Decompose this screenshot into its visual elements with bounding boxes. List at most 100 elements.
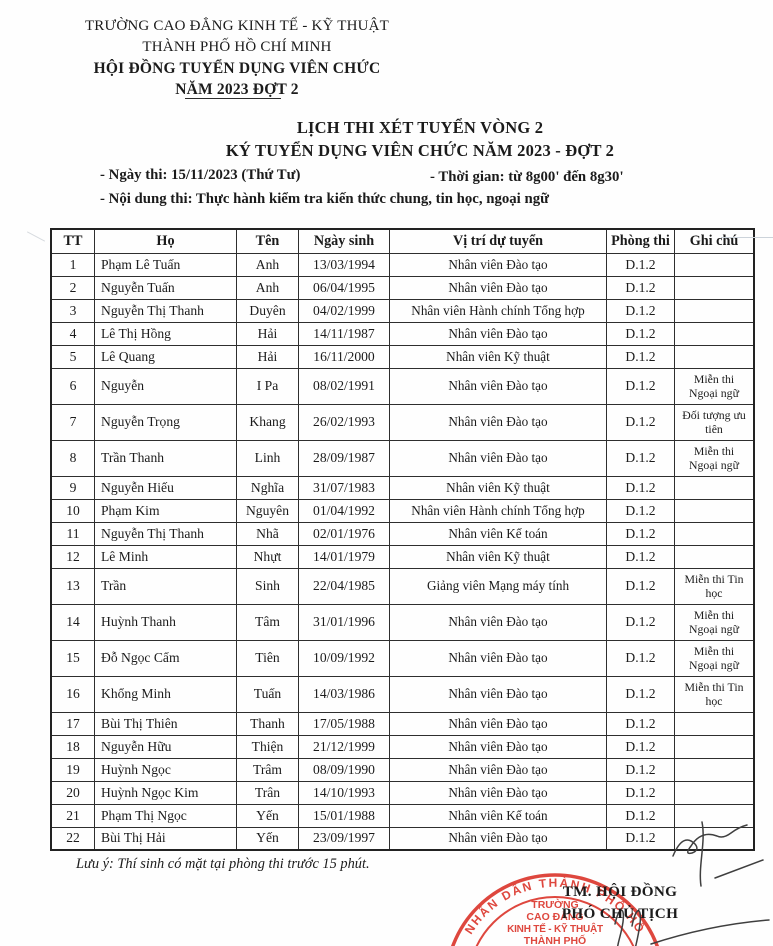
- sign-line1: TM. HỘI ĐỒNG: [562, 883, 678, 900]
- cell-vi_tri: Nhân viên Đào tạo: [389, 321, 607, 346]
- cell-tt: 18: [50, 734, 95, 759]
- cell-ten: Trân: [236, 780, 299, 805]
- council-name: HỘI ĐỒNG TUYỂN DỤNG VIÊN CHỨC: [93, 60, 381, 77]
- col-header: Ngày sinh: [298, 228, 390, 254]
- cell-ghi_chu: [674, 252, 755, 277]
- scan-artifact-line: [26, 231, 46, 242]
- cell-ghi_chu: [674, 275, 755, 300]
- cell-ho: Nguyễn: [94, 367, 237, 405]
- cell-ghi_chu: Miễn thi Tin học: [674, 675, 755, 713]
- cell-tt: 20: [50, 780, 95, 805]
- col-header: Ghi chú: [674, 228, 755, 254]
- title-line2: KÝ TUYỂN DỤNG VIÊN CHỨC NĂM 2023 - ĐỢT 2: [225, 141, 615, 160]
- cell-phong_thi: D.1.2: [606, 603, 675, 641]
- cell-ngay_sinh: 08/09/1990: [298, 757, 390, 782]
- table-row: 17 Bùi Thị Thiên Thanh 17/05/1988 Nhân viên …: [50, 711, 755, 736]
- cell-ten: Duyên: [236, 298, 299, 323]
- cell-ten: Tuấn: [236, 675, 299, 713]
- cell-vi_tri: Nhân viên Hành chính Tổng hợp: [389, 498, 607, 523]
- cell-tt: 19: [50, 757, 95, 782]
- table-row: 11 Nguyễn Thị Thanh Nhã 02/01/1976 Nhân viên…: [50, 521, 755, 546]
- cell-ghi_chu: [674, 826, 755, 851]
- cell-ho: Huỳnh Ngọc Kim: [94, 780, 237, 805]
- cell-phong_thi: D.1.2: [606, 803, 675, 828]
- cell-ghi_chu: Miễn thi Tin học: [674, 567, 755, 605]
- cell-ho: Nguyễn Hữu: [94, 734, 237, 759]
- footer-note: Lưu ý: Thí sinh có mặt tại phòng thi trư…: [76, 856, 370, 872]
- cell-ho: Nguyễn Thị Thanh: [94, 298, 237, 323]
- cell-vi_tri: Giảng viên Mạng máy tính: [389, 567, 607, 605]
- table-row: 1 Phạm Lê Tuấn Anh 13/03/1994 Nhân viên Đào …: [50, 252, 755, 277]
- cell-ten: Thiện: [236, 734, 299, 759]
- cell-phong_thi: D.1.2: [606, 711, 675, 736]
- table-row: 21 Phạm Thị Ngọc Yến 15/01/1988 Nhân viên Kế…: [50, 803, 755, 828]
- table-row: 13 Trần Sinh 22/04/1985 Giảng viên Mạng máy …: [50, 567, 755, 605]
- cell-phong_thi: D.1.2: [606, 521, 675, 546]
- cell-phong_thi: D.1.2: [606, 544, 675, 569]
- cell-tt: 3: [50, 298, 95, 323]
- table-row: 20 Huỳnh Ngọc Kim Trân 14/10/1993 Nhân viên …: [50, 780, 755, 805]
- stamp-center-line4: THÀNH PHỐ: [524, 933, 586, 946]
- cell-ghi_chu: [674, 521, 755, 546]
- cell-tt: 17: [50, 711, 95, 736]
- cell-vi_tri: Nhân viên Kỹ thuật: [389, 544, 607, 569]
- col-header: Vị trí dự tuyển: [389, 228, 607, 254]
- cell-vi_tri: Nhân viên Đào tạo: [389, 675, 607, 713]
- table-row: 7 Nguyễn Trọng Khang 26/02/1993 Nhân viên Đà…: [50, 403, 755, 441]
- table-row: 18 Nguyễn Hữu Thiện 21/12/1999 Nhân viên Đào…: [50, 734, 755, 759]
- cell-ghi_chu: Đối tượng ưu tiên: [674, 403, 755, 441]
- cell-ngay_sinh: 23/09/1997: [298, 826, 390, 851]
- cell-ho: Nguyễn Tuấn: [94, 275, 237, 300]
- cell-ho: Huỳnh Ngọc: [94, 757, 237, 782]
- cell-ten: Anh: [236, 252, 299, 277]
- cell-phong_thi: D.1.2: [606, 780, 675, 805]
- cell-ghi_chu: [674, 734, 755, 759]
- cell-tt: 15: [50, 639, 95, 677]
- cell-vi_tri: Nhân viên Đào tạo: [389, 603, 607, 641]
- pen-stroke: [714, 859, 764, 879]
- cell-phong_thi: D.1.2: [606, 757, 675, 782]
- sign-block: TM. HỘI ĐỒNG PHÓ CHỦ TỊCH: [505, 881, 735, 925]
- org-header: TRƯỜNG CAO ĐẲNG KINH TẾ - KỸ THUẬT THÀNH…: [28, 16, 446, 101]
- cell-ho: Phạm Thị Ngọc: [94, 803, 237, 828]
- cell-ho: Huỳnh Thanh: [94, 603, 237, 641]
- cell-vi_tri: Nhân viên Đào tạo: [389, 439, 607, 477]
- cell-tt: 8: [50, 439, 95, 477]
- cell-ghi_chu: Miễn thi Ngoại ngữ: [674, 639, 755, 677]
- underline-mark: [185, 98, 281, 99]
- page-title: LỊCH THI XÉT TUYỂN VÒNG 2 KÝ TUYỂN DỤNG …: [70, 116, 770, 162]
- cell-tt: 12: [50, 544, 95, 569]
- cell-vi_tri: Nhân viên Hành chính Tổng hợp: [389, 298, 607, 323]
- cell-ghi_chu: [674, 757, 755, 782]
- org-name-line1: TRƯỜNG CAO ĐẲNG KINH TẾ - KỸ THUẬT: [84, 18, 390, 34]
- cell-phong_thi: D.1.2: [606, 639, 675, 677]
- table-row: 14 Huỳnh Thanh Tâm 31/01/1996 Nhân viên Đào …: [50, 603, 755, 641]
- cell-ghi_chu: [674, 711, 755, 736]
- cell-ten: I Pa: [236, 367, 299, 405]
- cell-tt: 2: [50, 275, 95, 300]
- cell-ngay_sinh: 13/03/1994: [298, 252, 390, 277]
- cell-vi_tri: Nhân viên Đào tạo: [389, 639, 607, 677]
- cell-phong_thi: D.1.2: [606, 275, 675, 300]
- cell-ten: Tiên: [236, 639, 299, 677]
- cell-ho: Đỗ Ngọc Cẩm: [94, 639, 237, 677]
- cell-phong_thi: D.1.2: [606, 826, 675, 851]
- cell-ngay_sinh: 21/12/1999: [298, 734, 390, 759]
- exam-time: - Thời gian: từ 8g00' đến 8g30': [430, 169, 624, 185]
- cell-vi_tri: Nhân viên Kế toán: [389, 521, 607, 546]
- cell-ho: Nguyễn Trọng: [94, 403, 237, 441]
- cell-tt: 11: [50, 521, 95, 546]
- cell-ho: Trần Thanh: [94, 439, 237, 477]
- cell-tt: 7: [50, 403, 95, 441]
- cell-ten: Nhã: [236, 521, 299, 546]
- stamp-center-line3: KINH TẾ - KỸ THUẬT: [507, 922, 603, 935]
- cell-vi_tri: Nhân viên Đào tạo: [389, 367, 607, 405]
- cell-ghi_chu: [674, 344, 755, 369]
- table-row: 3 Nguyễn Thị Thanh Duyên 04/02/1999 Nhân viê…: [50, 298, 755, 323]
- cell-ho: Lê Quang: [94, 344, 237, 369]
- cell-ten: Thanh: [236, 711, 299, 736]
- cell-ho: Khổng Minh: [94, 675, 237, 713]
- table-row: 9 Nguyễn Hiếu Nghĩa 31/07/1983 Nhân viên Kỹ …: [50, 475, 755, 500]
- stamp-center-line2: CAO ĐẲNG: [526, 910, 583, 923]
